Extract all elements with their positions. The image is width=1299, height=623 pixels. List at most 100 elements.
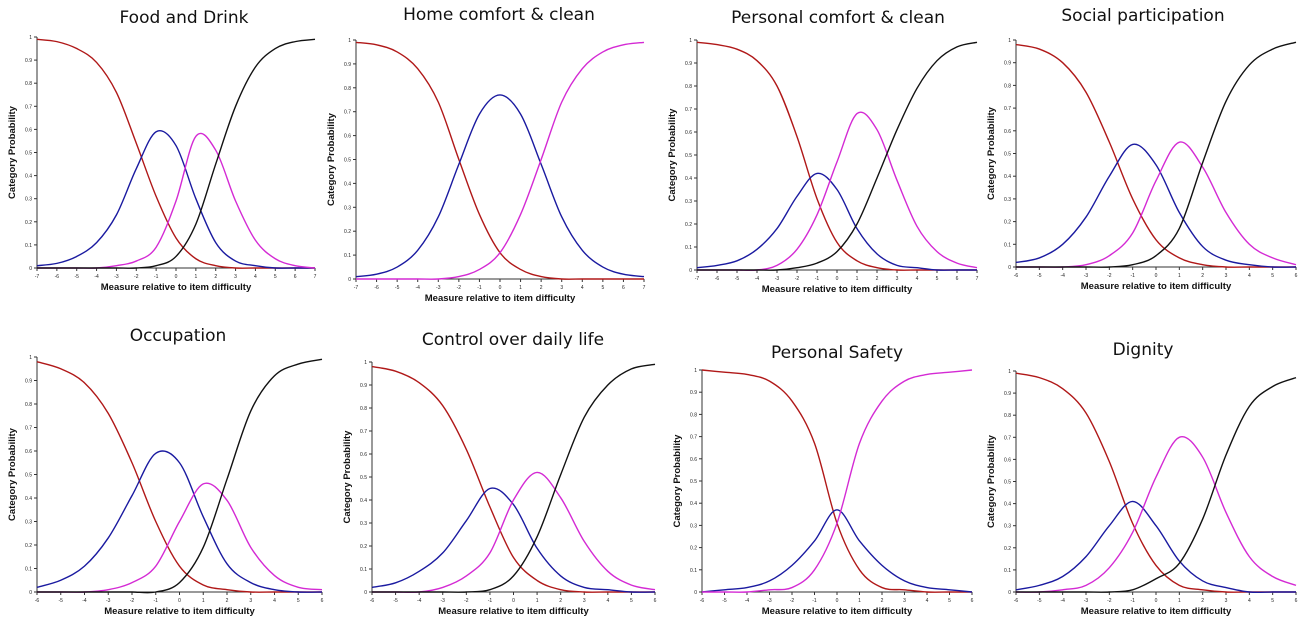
x-tick-label: 5 (1271, 598, 1274, 604)
x-tick-label: 6 (622, 285, 625, 291)
x-tick-label: -4 (417, 598, 422, 604)
y-tick-label: 0.2 (1004, 220, 1011, 226)
series-line (1015, 500, 1296, 594)
x-tick-label: 5 (630, 598, 633, 604)
y-tick-label: 0.1 (1004, 242, 1011, 248)
x-tick-label: 5 (1271, 273, 1274, 279)
x-tick-label: 0 (1155, 273, 1158, 279)
y-tick-label: 0.9 (685, 61, 692, 67)
y-tick-label: 0.6 (360, 452, 367, 458)
x-tick-label: 4 (1248, 598, 1251, 604)
y-tick-label: 0.9 (360, 383, 367, 389)
y-tick-label: 0.7 (25, 426, 32, 432)
y-tick-label: 0 (29, 590, 32, 596)
chart-title: Home comfort & clean (403, 5, 595, 25)
y-tick-label: 0.9 (25, 58, 32, 64)
y-tick-label: 0.7 (360, 429, 367, 435)
series-line (356, 41, 645, 280)
y-tick-label: 0.3 (1004, 197, 1011, 203)
x-tick-label: -4 (415, 285, 420, 291)
x-tick-label: -7 (354, 285, 359, 291)
x-tick-label: 4 (606, 598, 609, 604)
series-line (1015, 41, 1297, 268)
y-tick-label: 0.6 (685, 130, 692, 136)
y-tick-label: 0.6 (1004, 457, 1011, 463)
x-tick-label: -1 (1130, 273, 1135, 279)
y-tick-label: 0.8 (690, 412, 697, 418)
x-tick-label: -3 (775, 276, 780, 282)
x-tick-label: 6 (1295, 598, 1298, 604)
x-tick-label: 6 (321, 598, 324, 604)
series-line (1015, 43, 1296, 268)
y-tick-label: 0 (694, 590, 697, 596)
series-line (1015, 436, 1297, 593)
y-axis-label: Category Probability (667, 108, 678, 202)
y-tick-label: 0.2 (685, 222, 692, 228)
y-tick-label: 0.4 (25, 174, 32, 180)
y-tick-label: 0.6 (690, 457, 697, 463)
x-tick-label: -5 (74, 274, 79, 280)
x-tick-label: -4 (1060, 598, 1065, 604)
x-tick-label: -3 (441, 598, 446, 604)
y-tick-label: 0.3 (360, 521, 367, 527)
x-tick-label: 2 (1201, 598, 1204, 604)
y-tick-label: 0.4 (690, 501, 697, 507)
chart-title: Occupation (129, 326, 227, 346)
y-tick-label: 0.3 (690, 523, 697, 529)
x-tick-label: -2 (134, 274, 139, 280)
y-tick-label: 0.8 (344, 86, 351, 92)
x-tick-label: -3 (436, 285, 441, 291)
x-axis-label: Measure relative to item difficulty (101, 282, 252, 293)
x-axis-label: Measure relative to item difficulty (762, 606, 913, 617)
y-tick-label: 0.9 (25, 379, 32, 385)
x-tick-label: -2 (1107, 598, 1112, 604)
x-tick-label: 1 (202, 598, 205, 604)
chart-title: Social participation (1061, 6, 1225, 26)
x-tick-label: -1 (812, 598, 817, 604)
series-line (697, 41, 978, 271)
x-tick-label: -4 (82, 598, 87, 604)
y-tick-label: 0.7 (685, 107, 692, 113)
y-tick-label: 0.5 (25, 473, 32, 479)
series-line (702, 369, 973, 593)
x-tick-label: -1 (154, 598, 159, 604)
y-axis-label: Category Probability (672, 434, 683, 528)
x-tick-label: -4 (94, 274, 99, 280)
x-tick-label: 7 (314, 274, 317, 280)
x-tick-label: 4 (926, 598, 929, 604)
y-tick-label: 0.5 (25, 151, 32, 157)
y-tick-label: 0.1 (344, 253, 351, 259)
chart-title: Personal comfort & clean (731, 8, 945, 28)
y-tick-label: 0.8 (25, 81, 32, 87)
x-tick-label: -6 (374, 285, 379, 291)
x-tick-label: 0 (512, 598, 515, 604)
x-tick-label: 5 (297, 598, 300, 604)
x-tick-label: -2 (457, 285, 462, 291)
x-tick-label: 1 (858, 598, 861, 604)
chart-title: Control over daily life (421, 330, 605, 350)
y-tick-label: 0.5 (1004, 152, 1011, 158)
x-axis-label: Measure relative to item difficulty (425, 293, 576, 304)
y-tick-label: 1 (1008, 38, 1011, 44)
x-tick-label: -6 (715, 276, 720, 282)
x-tick-label: -2 (464, 598, 469, 604)
x-tick-label: -1 (477, 285, 482, 291)
x-tick-label: 2 (214, 274, 217, 280)
y-tick-label: 0.4 (685, 176, 692, 182)
x-tick-label: -5 (395, 285, 400, 291)
y-tick-label: 0.6 (1004, 129, 1011, 135)
y-tick-label: 0.5 (344, 158, 351, 164)
y-tick-label: 1 (348, 38, 351, 44)
x-tick-label: -2 (1107, 273, 1112, 279)
x-tick-label: 4 (1248, 273, 1251, 279)
x-tick-label: -6 (700, 598, 705, 604)
x-tick-label: 2 (559, 598, 562, 604)
chart-title: Dignity (1112, 340, 1174, 360)
y-tick-label: 0.7 (1004, 435, 1011, 441)
x-tick-label: 4 (254, 274, 257, 280)
x-tick-label: -3 (767, 598, 772, 604)
x-tick-label: -5 (1037, 598, 1042, 604)
x-tick-label: -1 (488, 598, 493, 604)
